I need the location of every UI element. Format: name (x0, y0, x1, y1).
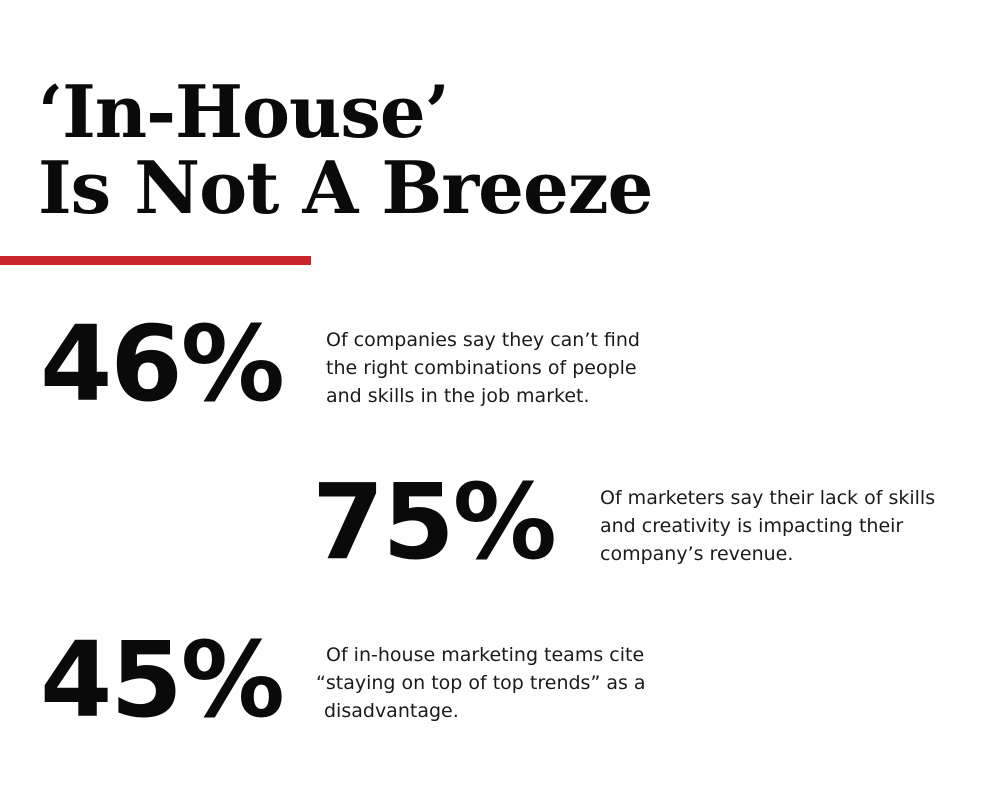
stat-description-line: disadvantage. (324, 700, 459, 722)
title-line-1: ‘In-House’ (38, 69, 450, 154)
stat-description-line: company’s revenue. (600, 543, 794, 565)
stat-description-line: Of companies say they can’t find (326, 329, 640, 351)
stat-description: Of companies say they can’t find the rig… (326, 326, 640, 410)
stat-description-line: Of in-house marketing teams cite (326, 644, 645, 666)
stat-description: Of in-house marketing teams cite “stayin… (316, 641, 646, 725)
stat-description: Of marketers say their lack of skills an… (600, 484, 935, 568)
stat-description-line: and skills in the job market. (326, 385, 590, 407)
stat-description-line: Of marketers say their lack of skills (600, 487, 936, 509)
stat-description-line: the right combinations of people (326, 357, 637, 379)
stat-description-line: “staying on top of top trends” as a (316, 672, 646, 694)
stat-value: 75% (312, 461, 557, 583)
accent-divider (0, 256, 311, 265)
stat-description-line: and creativity is impacting their (600, 515, 904, 537)
page-title: ‘In-House’ Is Not A Breeze (38, 69, 653, 230)
stat-value: 46% (40, 303, 285, 425)
title-line-2: Is Not A Breeze (38, 145, 653, 230)
stat-value: 45% (40, 619, 285, 741)
